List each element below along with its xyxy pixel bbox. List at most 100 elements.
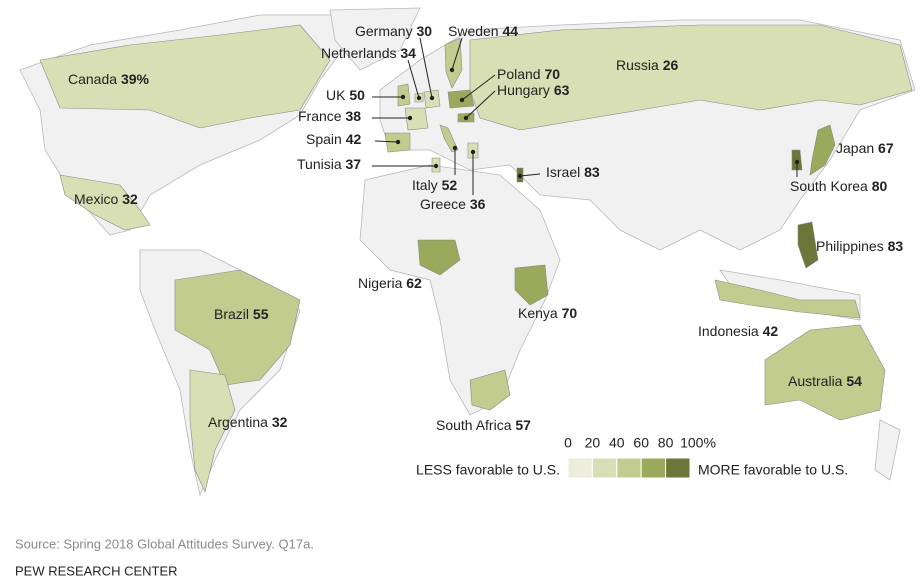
leader-line: [461, 74, 496, 101]
region-name: Canada: [68, 71, 117, 87]
region-name: Hungary: [497, 82, 550, 98]
oceania: [874, 419, 901, 481]
region-name: Russia: [616, 57, 659, 73]
region-value: 70: [562, 305, 578, 321]
region-shape: [809, 124, 836, 176]
region-name: Nigeria: [358, 275, 403, 291]
region-label: Nigeria 62: [358, 275, 422, 291]
region-label: Brazil 55: [214, 306, 269, 322]
region-name: Australia: [788, 373, 843, 389]
region-label: Kenya 70: [518, 305, 577, 321]
region-label: Sweden 44: [448, 23, 518, 39]
leader-line: [465, 90, 496, 119]
region-name: Greece: [420, 196, 466, 212]
region-name: Israel: [546, 164, 580, 180]
region-name: Sweden: [448, 23, 499, 39]
leader-line: [519, 173, 541, 177]
region-shape: [59, 174, 151, 231]
region-value: 42: [346, 131, 362, 147]
leader-dot: [400, 94, 406, 100]
region-shape: [714, 279, 861, 319]
leader-line: [374, 140, 399, 143]
region-label: Poland 70: [497, 66, 560, 82]
region-shape: [469, 369, 511, 411]
region-shape: [764, 324, 886, 421]
source-note: Source: Spring 2018 Global Attitudes Sur…: [15, 536, 314, 551]
region-value: 50: [349, 87, 365, 103]
region-name: Brazil: [214, 306, 249, 322]
region-value: 37: [346, 156, 362, 172]
region-label: Japan 67: [836, 140, 894, 156]
legend: 0 20 40 60 80 100% LESS favorable to U.S. MORE …: [416, 435, 848, 479]
greenland: [329, 7, 421, 71]
region-name: Argentina: [208, 414, 268, 430]
legend-swatch: [616, 457, 642, 479]
region-value: 39%: [121, 71, 150, 87]
leader-line: [419, 37, 433, 99]
legend-swatch: [665, 457, 691, 479]
region-name: Italy: [412, 177, 438, 193]
leader-line: [407, 59, 420, 99]
region-label: Spain 42: [306, 131, 361, 147]
region-shape: [797, 221, 819, 269]
region-shape: [404, 107, 429, 131]
region-shape: [417, 239, 461, 276]
region-label: UK 50: [326, 87, 365, 103]
leader-dot: [416, 95, 422, 101]
leader-dot: [395, 139, 401, 145]
region-value: 44: [502, 23, 518, 39]
region-label: Israel 83: [546, 164, 600, 180]
region-value: 83: [888, 238, 904, 254]
legend-swatch: [640, 457, 667, 479]
region-name: UK: [326, 87, 346, 103]
region-label: Italy 52: [412, 177, 457, 193]
region-value: 67: [878, 140, 894, 156]
region-value: 52: [442, 177, 458, 193]
region-label: Tunisia 37: [297, 156, 361, 172]
region-name: France: [298, 108, 342, 124]
region-label: Germany 30: [355, 23, 432, 39]
region-name: Japan: [836, 140, 874, 156]
region-value: 80: [872, 178, 888, 194]
region-value: 83: [584, 164, 600, 180]
legend-swatch: [567, 457, 593, 479]
region-name: Netherlands: [321, 45, 397, 61]
region-label: Australia 54: [788, 373, 862, 389]
footer: PEW RESEARCH CENTER: [15, 563, 178, 578]
region-value: 54: [846, 373, 862, 389]
region-value: 30: [416, 23, 432, 39]
leader-dot: [433, 163, 439, 169]
leader-dot: [459, 97, 465, 103]
labels: Canada 39% Germany 30 Sweden 44 Netherlands…: [68, 23, 903, 433]
legend-low-label: LESS favorable to U.S.: [416, 462, 560, 478]
region-label: Philippines 83: [816, 238, 903, 254]
region-name: Kenya: [518, 305, 558, 321]
region-label: Indonesia 42: [698, 323, 778, 339]
leader-dot: [429, 95, 435, 101]
region-label: Russia 26: [616, 57, 678, 73]
region-shape: [174, 269, 301, 386]
region-value: 55: [253, 306, 269, 322]
region-name: South Africa: [436, 417, 512, 433]
region-value: 38: [345, 108, 361, 124]
region-value: 36: [470, 196, 486, 212]
region-value: 63: [554, 82, 570, 98]
region-label: Canada 39%: [68, 71, 150, 87]
leader-dot: [407, 115, 413, 121]
region-shape: [39, 24, 331, 129]
region-value: 26: [663, 57, 679, 73]
region-label: Netherlands 34: [321, 45, 416, 61]
legend-swatch: [591, 457, 618, 479]
region-value: 62: [406, 275, 422, 291]
region-label: Greece 36: [420, 196, 486, 212]
leader-dot: [452, 145, 458, 151]
region-name: Germany: [355, 23, 413, 39]
region-label: Hungary 63: [497, 82, 570, 98]
region-name: South Korea: [790, 178, 868, 194]
leader-dot: [470, 149, 476, 155]
region-label: France 38: [298, 108, 361, 124]
region-name: Poland: [497, 66, 541, 82]
legend-tick-label: 80: [658, 435, 674, 451]
region-label: Mexico 32: [74, 191, 138, 207]
